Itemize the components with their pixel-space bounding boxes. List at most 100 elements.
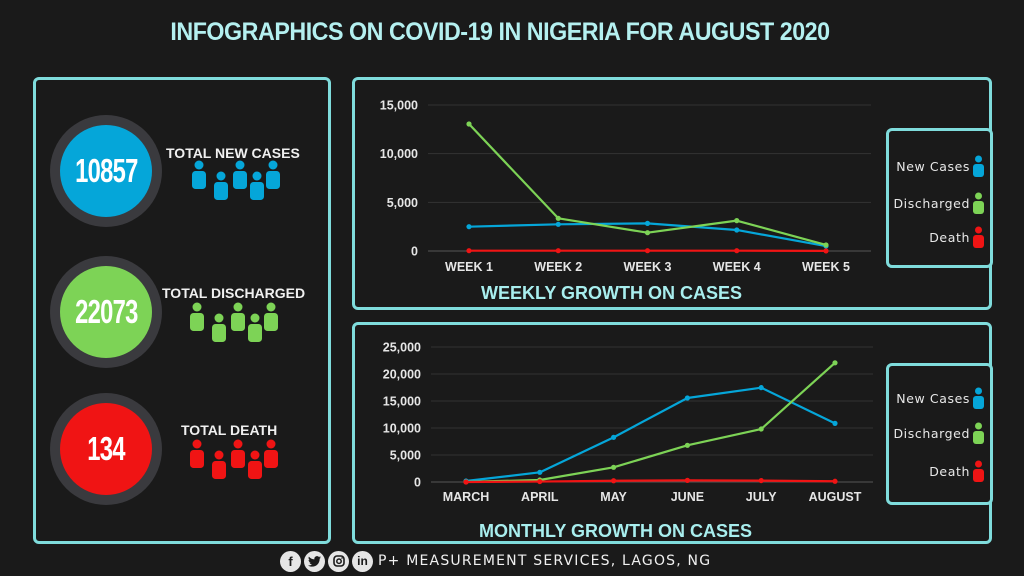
people-group-icon xyxy=(192,160,280,200)
x-tick-label: JUNE xyxy=(671,490,704,504)
legend-item-new-cases: New Cases xyxy=(896,387,984,409)
legend-item-death: Death xyxy=(929,226,984,248)
monthly-chart-panel: 0 5,000 10,000 15,000 20,000 25,000 MARCH APRIL… xyxy=(352,322,993,544)
footer-credit: P+ MEASUREMENT SERVICES, LAGOS, NG xyxy=(378,553,712,569)
weekly-line-chart: 0 5,000 10,000 15,000 WEEK 1 WEEK 2 WEEK 3 WEEK… xyxy=(380,99,871,274)
monthly-point-new-cases xyxy=(758,385,764,391)
x-tick-label: WEEK 3 xyxy=(624,260,672,274)
person-icon xyxy=(190,302,204,331)
monthly-point-new-cases xyxy=(832,420,838,426)
facebook-icon[interactable]: f xyxy=(280,550,301,572)
legend-label: Discharged xyxy=(893,425,970,441)
x-tick-label: MARCH xyxy=(443,490,490,504)
legend-item-discharged: Discharged xyxy=(893,422,984,444)
stat-death-circle: 134 xyxy=(60,403,152,495)
weekly-point-new-cases xyxy=(734,227,740,233)
weekly-point-new-cases xyxy=(644,220,651,226)
person-icon xyxy=(190,439,204,468)
weekly-point-death xyxy=(644,248,651,254)
monthly-legend: New Cases Discharged Death xyxy=(886,363,993,505)
monthly-line-chart: 0 5,000 10,000 15,000 20,000 25,000 MARCH APRIL… xyxy=(383,341,873,504)
weekly-chart-panel: 0 5,000 10,000 15,000 WEEK 1 WEEK 2 WEEK 3 WEEK… xyxy=(352,77,993,310)
x-tick-label: WEEK 5 xyxy=(802,260,850,274)
stat-new-cases-circle: 10857 xyxy=(60,125,152,217)
monthly-point-death xyxy=(537,478,543,485)
legend-label: New Cases xyxy=(896,390,970,406)
stat-discharged-circle: 22073 xyxy=(60,266,152,358)
person-icon xyxy=(973,387,984,409)
linkedin-icon[interactable]: in xyxy=(352,550,373,572)
monthly-point-new-cases xyxy=(611,434,617,440)
stat-discharged-label: TOTAL DISCHARGED xyxy=(162,285,306,301)
page-title: INFOGRAPHICS ON COVID-19 IN NIGERIA FOR … xyxy=(170,18,830,46)
person-icon xyxy=(264,302,278,331)
monthly-point-new-cases xyxy=(684,395,690,401)
weekly-point-death xyxy=(555,248,561,254)
person-icon xyxy=(212,450,226,479)
stat-new-cases-value: 10857 xyxy=(74,152,138,189)
person-icon xyxy=(973,226,984,248)
monthly-point-death xyxy=(463,479,469,485)
legend-label: New Cases xyxy=(896,158,970,174)
monthly-point-death xyxy=(758,477,764,484)
monthly-point-discharged xyxy=(684,442,690,448)
person-icon xyxy=(231,302,245,331)
instagram-icon[interactable] xyxy=(328,550,349,572)
legend-item-discharged: Discharged xyxy=(893,192,984,214)
weekly-chart-title: WEEKLY GROWTH ON CASES xyxy=(481,283,743,303)
monthly-point-discharged xyxy=(611,464,617,470)
person-icon xyxy=(233,160,247,189)
x-tick-label: WEEK 1 xyxy=(445,260,493,274)
person-icon xyxy=(248,313,262,342)
person-icon xyxy=(264,439,278,468)
totals-panel: 10857 TOTAL NEW CASES 22073 TOTAL DISCHA… xyxy=(33,77,331,544)
y-tick-label: 0 xyxy=(414,476,421,490)
person-icon xyxy=(266,160,280,189)
weekly-point-new-cases xyxy=(466,224,472,230)
weekly-legend: New Cases Discharged Death xyxy=(886,128,993,268)
y-tick-label: 15,000 xyxy=(380,99,418,113)
monthly-point-discharged xyxy=(832,360,838,366)
monthly-line-death xyxy=(465,479,836,484)
weekly-point-discharged xyxy=(555,215,561,221)
stat-death-value: 134 xyxy=(87,430,125,467)
monthly-line-discharged xyxy=(465,361,836,483)
y-tick-label: 5,000 xyxy=(387,196,418,210)
person-icon xyxy=(973,155,984,177)
y-tick-label: 5,000 xyxy=(390,449,421,463)
twitter-icon[interactable] xyxy=(304,550,325,572)
y-tick-label: 20,000 xyxy=(383,368,421,382)
weekly-point-discharged xyxy=(466,121,472,127)
weekly-point-discharged xyxy=(823,242,829,248)
y-tick-label: 25,000 xyxy=(383,341,421,355)
monthly-point-death xyxy=(832,478,838,484)
person-icon xyxy=(973,460,984,482)
x-tick-label: WEEK 4 xyxy=(713,260,761,274)
x-tick-label: AUGUST xyxy=(809,490,862,504)
weekly-point-death xyxy=(466,248,472,254)
person-icon xyxy=(973,422,984,444)
stat-discharged-ring: 22073 xyxy=(50,256,162,368)
y-tick-label: 15,000 xyxy=(383,395,421,409)
x-tick-label: WEEK 2 xyxy=(534,260,582,274)
weekly-line-discharged xyxy=(468,123,827,247)
person-icon xyxy=(192,160,206,189)
person-icon xyxy=(212,313,226,342)
weekly-point-death xyxy=(823,248,829,254)
monthly-line-new-cases xyxy=(465,386,836,483)
person-icon xyxy=(231,439,245,468)
stat-new-cases-ring: 10857 xyxy=(50,115,162,227)
person-icon xyxy=(250,171,264,200)
monthly-point-death xyxy=(684,477,690,483)
footer: f in P+ MEASUREMENT SERVICES, LAGOS, NG xyxy=(280,549,711,573)
legend-item-death: Death xyxy=(929,460,984,482)
x-tick-label: APRIL xyxy=(521,490,559,504)
x-tick-label: MAY xyxy=(600,490,627,504)
y-tick-label: 10,000 xyxy=(383,422,421,436)
y-tick-label: 0 xyxy=(411,245,418,259)
weekly-point-discharged xyxy=(734,218,740,224)
y-tick-label: 10,000 xyxy=(380,147,418,161)
legend-label: Death xyxy=(929,229,970,245)
weekly-point-new-cases xyxy=(555,221,561,227)
monthly-chart-title: MONTHLY GROWTH ON CASES xyxy=(479,521,753,541)
